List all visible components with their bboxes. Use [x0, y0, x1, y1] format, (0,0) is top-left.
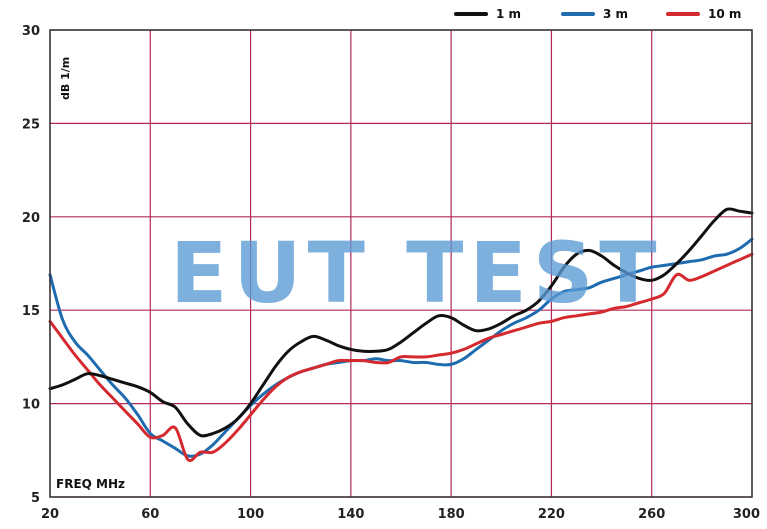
x-tick-label: 300 [733, 507, 760, 522]
x-tick-labels: 20 60 100 140 180 220 260 300 [41, 507, 760, 522]
watermark: EUT TEST [170, 224, 663, 322]
series-line-3m [48, 237, 754, 458]
y-axis-label: dB 1/m [59, 57, 72, 100]
x-tick-label: 260 [638, 507, 665, 522]
x-tick-label: 220 [538, 507, 565, 522]
x-tick-label: 60 [141, 507, 159, 522]
series-line-10m [48, 252, 754, 463]
legend-label-3m: 3 m [603, 7, 628, 21]
y-tick-labels: 5 10 15 20 25 30 [22, 24, 40, 506]
y-tick-label: 5 [31, 491, 40, 506]
y-tick-label: 25 [22, 117, 40, 132]
x-tick-label: 20 [41, 507, 59, 522]
y-tick-label: 20 [22, 211, 40, 226]
x-tick-label: 140 [337, 507, 364, 522]
x-axis-label: FREQ MHz [56, 477, 125, 491]
x-axis-label-bg [52, 471, 140, 493]
y-tick-label: 30 [22, 24, 40, 39]
series-line-1m [48, 207, 754, 438]
legend-label-1m: 1 m [496, 7, 521, 21]
legend: 1 m 3 m 10 m [454, 7, 741, 21]
x-tick-label: 180 [438, 507, 465, 522]
plot-frame [49, 29, 753, 498]
y-tick-label: 10 [22, 398, 40, 413]
series-layer [48, 207, 754, 463]
y-tick-label: 15 [22, 304, 40, 319]
legend-label-10m: 10 m [708, 7, 741, 21]
x-tick-label: 100 [237, 507, 264, 522]
